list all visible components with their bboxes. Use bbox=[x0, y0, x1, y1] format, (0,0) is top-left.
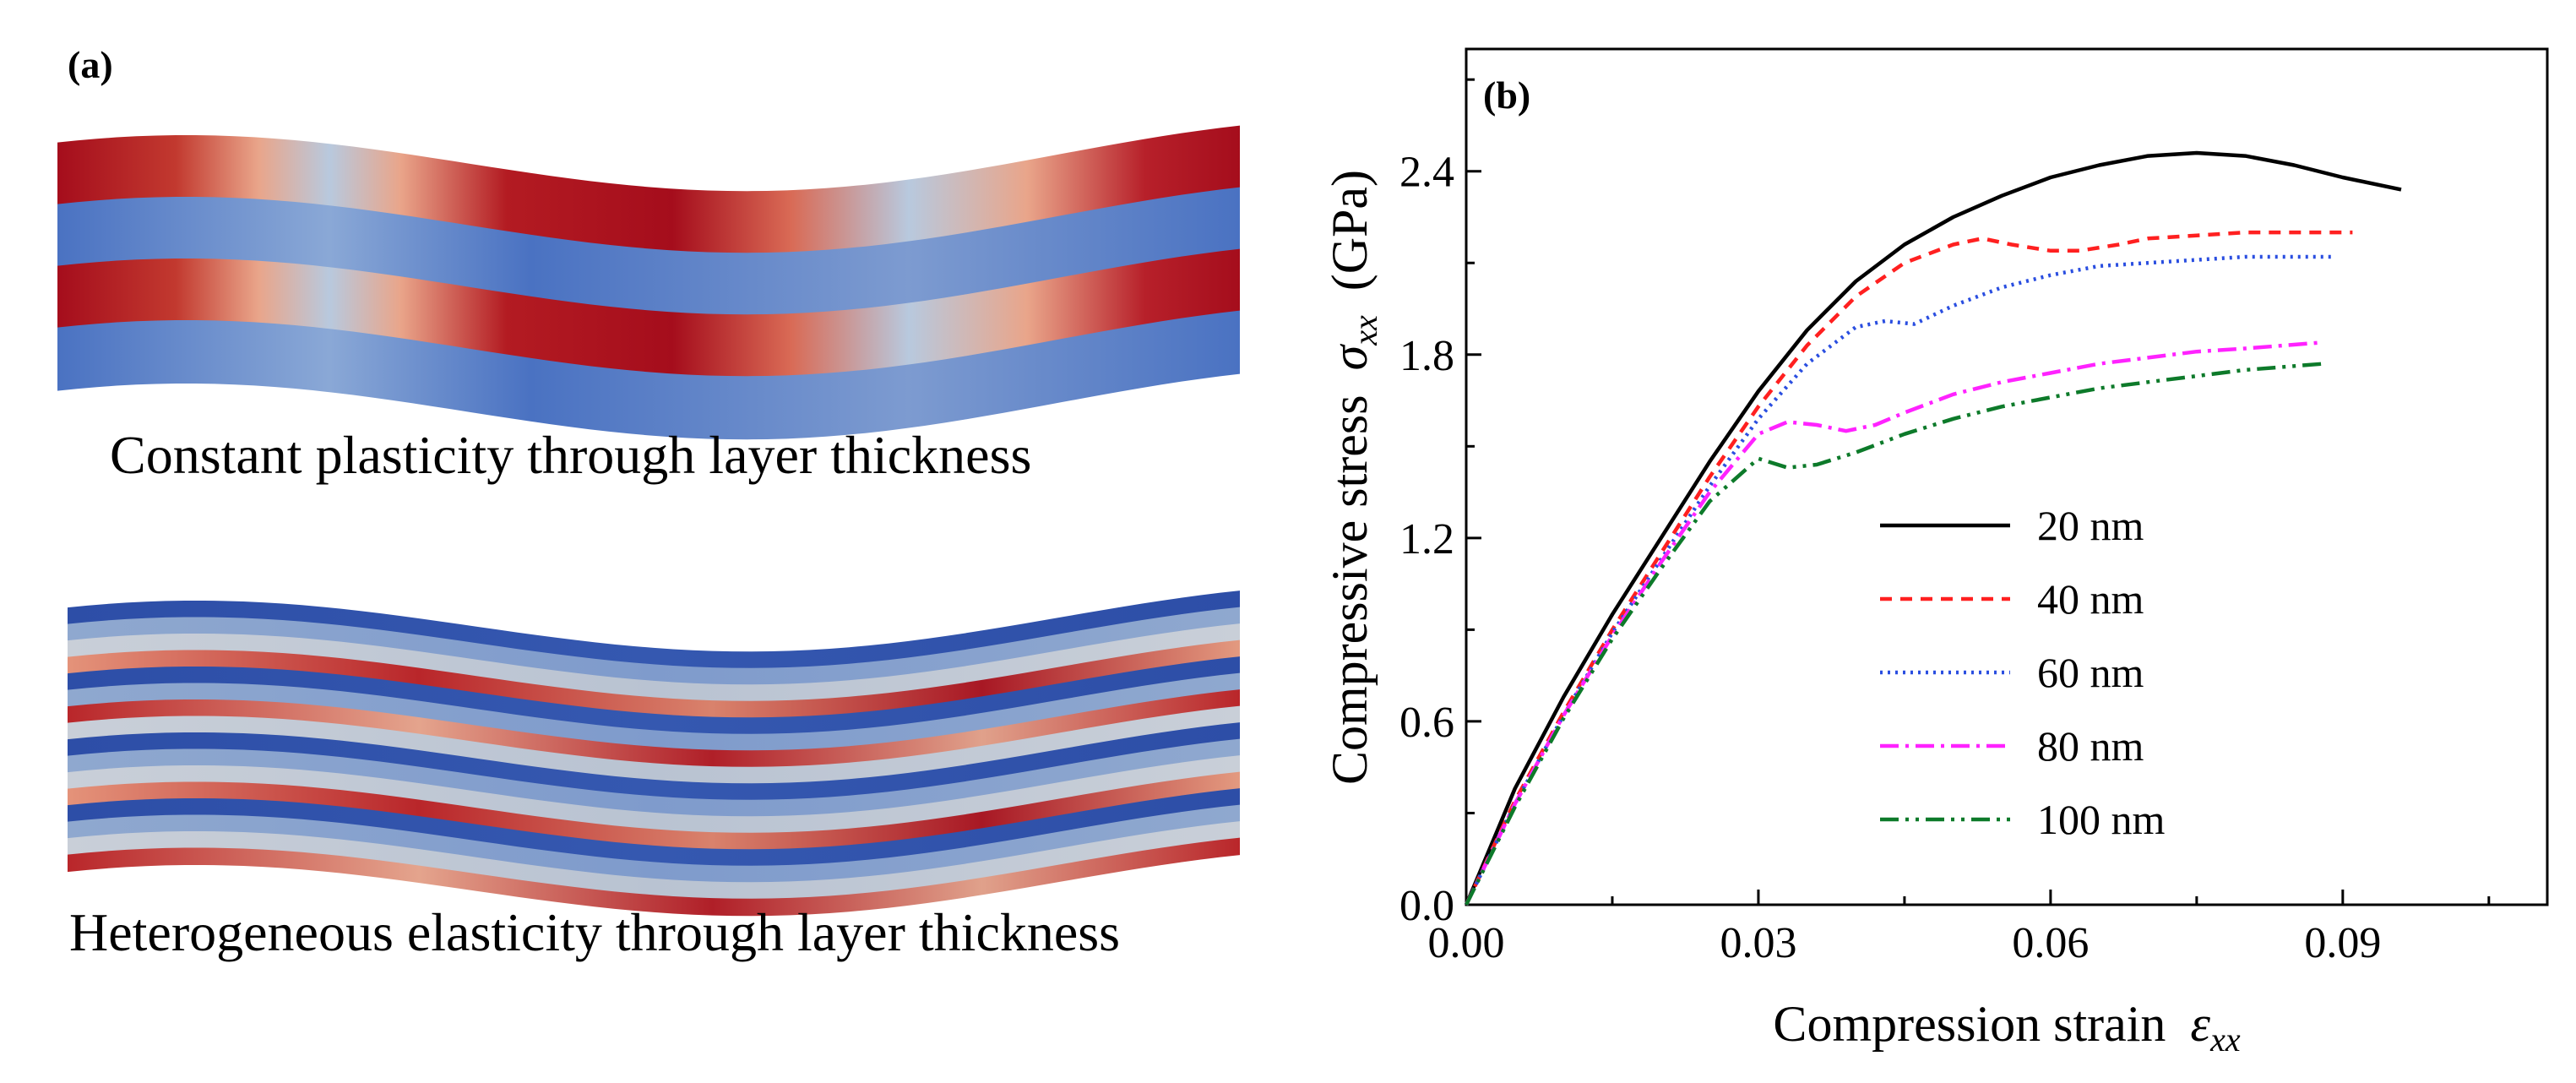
legend-label: 40 nm bbox=[2037, 575, 2144, 623]
elastic-layer bbox=[68, 771, 1240, 851]
elastic-layer bbox=[68, 837, 1240, 917]
y-tick-label: 2.4 bbox=[1399, 149, 1454, 197]
panel-b-chart: (b) 0.00 0.03 0.06 0.09 0.0 0.6 1.2 1.8 2.4 Comp… bbox=[1322, 47, 2549, 1059]
elastic-specimen bbox=[68, 590, 1240, 917]
series-lines bbox=[1464, 150, 2402, 906]
elastic-layer bbox=[68, 821, 1240, 900]
caption-plastic: Constant plasticity through layer thickn… bbox=[110, 425, 1031, 485]
elastic-layer bbox=[68, 607, 1240, 686]
x-axis-symbol: ε bbox=[2190, 996, 2210, 1052]
plastic-layer-blue bbox=[57, 310, 1240, 440]
y-tick-label: 0.0 bbox=[1399, 882, 1454, 930]
x-tick-label: 0.09 bbox=[2304, 919, 2381, 967]
svg-text:Compressive stress σxx: Compressive stress σxx (GPa) bbox=[1322, 170, 1388, 785]
axis-ticks: 0.00 0.03 0.06 0.09 0.0 0.6 1.2 1.8 2.4 bbox=[1399, 78, 2491, 967]
elastic-layer bbox=[68, 590, 1240, 669]
elastic-layer bbox=[68, 705, 1240, 785]
y-axis-unit: (GPa) bbox=[1322, 170, 1378, 291]
plastic-layer-red bbox=[57, 248, 1240, 378]
elastic-layer bbox=[68, 804, 1240, 884]
elastic-layer bbox=[68, 755, 1240, 834]
x-tick-label: 0.06 bbox=[2012, 919, 2089, 967]
y-axis-label: Compressive stress bbox=[1322, 395, 1378, 785]
panel-b-label: (b) bbox=[1483, 73, 1530, 117]
x-axis-subscript: xx bbox=[2209, 1020, 2241, 1059]
y-tick-label: 1.2 bbox=[1399, 515, 1454, 563]
legend-label: 80 nm bbox=[2037, 722, 2144, 770]
y-axis-title: Compressive stress σxx (GPa) bbox=[1322, 170, 1388, 785]
legend-label: 60 nm bbox=[2037, 649, 2144, 696]
y-tick-label: 1.8 bbox=[1399, 332, 1454, 380]
series-line-60-nm bbox=[1464, 254, 2334, 906]
y-axis-symbol: σ bbox=[1322, 343, 1378, 370]
series-line-20-nm bbox=[1464, 150, 2402, 906]
x-tick-label: 0.00 bbox=[1428, 919, 1505, 967]
elastic-layer bbox=[68, 672, 1240, 752]
legend-label: 20 nm bbox=[2037, 502, 2144, 549]
panel-a: (a) Constant plasticity through layer th… bbox=[57, 43, 1240, 962]
caption-elastic: Heterogeneous elasticity through layer t… bbox=[69, 902, 1120, 962]
x-axis-label: Compression strain bbox=[1773, 996, 2166, 1052]
panel-a-label: (a) bbox=[68, 43, 113, 86]
legend-label: 100 nm bbox=[2037, 796, 2166, 843]
series-line-100-nm bbox=[1464, 362, 2323, 906]
elastic-layer bbox=[68, 656, 1240, 735]
elastic-layer bbox=[68, 722, 1240, 801]
plot-frame bbox=[1465, 47, 2549, 906]
series-line-80-nm bbox=[1464, 340, 2323, 906]
elastic-layer bbox=[68, 738, 1240, 818]
legend: 20 nm 40 nm 60 nm 80 nm 100 nm bbox=[1880, 502, 2166, 843]
elastic-layer bbox=[68, 623, 1240, 702]
plastic-layer-red bbox=[57, 125, 1240, 255]
y-tick-label: 0.6 bbox=[1399, 699, 1454, 747]
elastic-layer bbox=[68, 639, 1240, 719]
plastic-layer-blue bbox=[57, 187, 1240, 317]
plastic-specimen bbox=[57, 125, 1240, 440]
x-axis-title: Compression strain εxx bbox=[1773, 996, 2240, 1059]
x-tick-label: 0.03 bbox=[1720, 919, 1796, 967]
y-axis-subscript: xx bbox=[1346, 315, 1384, 346]
elastic-layer bbox=[68, 788, 1240, 867]
series-line-40-nm bbox=[1464, 230, 2353, 906]
elastic-layer bbox=[68, 689, 1240, 768]
